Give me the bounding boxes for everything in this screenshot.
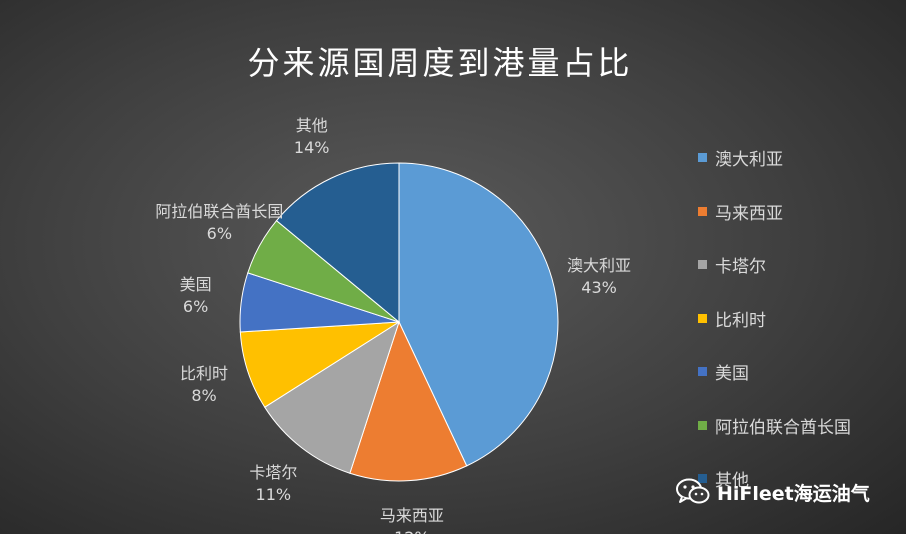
wechat-icon [676, 478, 710, 504]
slice-label-5: 阿拉伯联合酋长国 6% [155, 201, 283, 245]
slice-label-name: 其他 [295, 115, 328, 135]
slice-label-name: 比利时 [180, 364, 229, 384]
legend-swatch [698, 206, 707, 216]
legend-label: 卡塔尔 [715, 257, 766, 278]
pie-slice-2 [264, 320, 400, 474]
watermark: HiFleet海运油气 [675, 478, 870, 506]
legend-item-6: 其他 [698, 452, 851, 506]
pie-slice-6 [275, 162, 400, 324]
legend-label: 美国 [715, 364, 749, 385]
legend-swatch [698, 153, 707, 163]
slice-label-value: 11% [255, 484, 292, 504]
legend-swatch [698, 260, 707, 270]
slice-label-4: 美国 6% [180, 274, 212, 318]
slice-label-value: 14% [293, 137, 330, 157]
legend-item-1: 马来西亚 [698, 185, 851, 239]
legend-item-3: 比利时 [698, 292, 851, 346]
legend-label: 澳大利亚 [715, 150, 783, 171]
slice-label-name: 澳大利亚 [567, 256, 632, 276]
pie-slice-1 [349, 320, 468, 482]
legend-label: 其他 [715, 471, 749, 492]
legend-swatch [698, 313, 707, 323]
legend-swatch [698, 474, 707, 484]
legend-label: 马来西亚 [715, 203, 783, 224]
pie-slice-0 [398, 162, 559, 467]
legend-item-5: 阿拉伯联合酋长国 [698, 399, 851, 453]
slice-label-0: 澳大利亚 43% [567, 255, 631, 299]
slice-label-name: 卡塔尔 [249, 462, 298, 482]
slice-label-value: 6% [182, 297, 209, 317]
slice-label-name: 马来西亚 [379, 505, 444, 525]
slice-label-value: 8% [191, 386, 217, 406]
legend-item-0: 澳大利亚 [698, 131, 851, 185]
watermark-text: HiFleet海运油气 [717, 482, 870, 505]
slice-label-name: 美国 [179, 275, 212, 295]
chart-title: 分来源国周度到港量占比 [247, 44, 633, 82]
slice-label-name: 阿拉伯联合酋长国 [155, 202, 284, 222]
legend-swatch [698, 420, 707, 430]
legend-label: 阿拉伯联合酋长国 [715, 417, 851, 438]
slice-label-1: 马来西亚 12% [380, 505, 444, 534]
legend-item-4: 美国 [698, 345, 851, 399]
slice-label-6: 其他 14% [294, 115, 330, 159]
slice-label-value: 6% [206, 224, 233, 244]
legend: 澳大利亚马来西亚卡塔尔比利时美国阿拉伯联合酋长国 其他 [698, 131, 851, 506]
legend-swatch [698, 367, 707, 377]
slice-label-value: 43% [581, 278, 617, 298]
slice-label-2: 卡塔尔 11% [249, 462, 297, 506]
legend-label: 比利时 [715, 310, 766, 331]
slice-label-3: 比利时 8% [180, 363, 228, 407]
legend-item-2: 卡塔尔 [698, 238, 851, 292]
slice-label-value: 12% [380, 527, 444, 534]
